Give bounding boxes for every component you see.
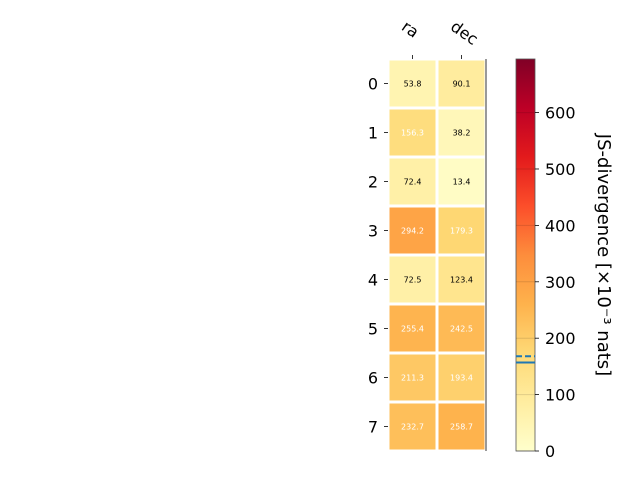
colorbar-label: JS-divergence [×10⁻³ nats] [593, 133, 614, 376]
heatmap-cell [389, 256, 436, 303]
row-label: 2 [368, 173, 378, 192]
cell-value-label: 242.5 [450, 325, 473, 334]
cell-value-label: 13.4 [453, 178, 471, 187]
cell-value-label: 72.4 [404, 178, 422, 187]
column-label: dec [447, 17, 481, 49]
cell-value-label: 156.3 [401, 129, 424, 138]
heatmap-cell [438, 403, 485, 450]
column-label: ra [398, 17, 422, 42]
heatmap-cell [389, 305, 436, 352]
cell-value-label: 123.4 [450, 276, 473, 285]
colorbar-tick-label: 400 [545, 216, 576, 235]
colorbar-tick-label: 300 [545, 273, 576, 292]
row-label: 0 [368, 75, 378, 94]
heatmap-cell [438, 60, 485, 107]
colorbar-ticks: 0 100 200 300 400 500 600 [535, 104, 576, 461]
heatmap-cell [438, 207, 485, 254]
colorbar-gradient [515, 58, 536, 452]
heatmap-cell [438, 109, 485, 156]
heatmap-cell [389, 60, 436, 107]
cell-value-label: 179.3 [450, 227, 473, 236]
colorbar-tick-label: 600 [545, 104, 576, 123]
row-label: 1 [368, 124, 378, 143]
heatmap-cell [389, 158, 436, 205]
row-label: 7 [368, 418, 378, 437]
heatmap-cell [389, 207, 436, 254]
row-label: 4 [368, 271, 378, 290]
row-label: 6 [368, 369, 378, 388]
cell-value-label: 258.7 [450, 423, 473, 432]
heatmap-cell [389, 354, 436, 401]
heatmap-cell [438, 305, 485, 352]
row-label: 3 [368, 222, 378, 241]
heatmap-cell [438, 158, 485, 205]
colorbar-tick-label: 0 [545, 442, 555, 461]
cell-value-label: 38.2 [453, 129, 471, 138]
cell-value-label: 211.3 [401, 374, 424, 383]
colorbar-tick-label: 500 [545, 160, 576, 179]
colorbar [515, 58, 536, 452]
cell-value-label: 72.5 [404, 276, 422, 285]
heatmap-cell [438, 354, 485, 401]
cell-value-label: 232.7 [401, 423, 424, 432]
heatmap-cell [438, 256, 485, 303]
colorbar-tick-label: 100 [545, 386, 576, 405]
column-labels: ra dec [398, 17, 482, 59]
colorbar-tick-label: 200 [545, 329, 576, 348]
heatmap-grid: 53.8 90.1 156.3 38.2 72.4 13.4 294.2 179.3 72.5 1… [389, 59, 487, 451]
cell-value-label: 90.1 [453, 80, 471, 89]
row-labels: 0 1 2 3 4 5 6 7 [368, 75, 388, 437]
heatmap-cell [389, 403, 436, 450]
row-label: 5 [368, 320, 378, 339]
cell-value-label: 255.4 [401, 325, 424, 334]
heatmap-cell [389, 109, 436, 156]
cell-value-label: 53.8 [404, 80, 422, 89]
cell-value-label: 193.4 [450, 374, 473, 383]
cell-value-label: 294.2 [401, 227, 424, 236]
